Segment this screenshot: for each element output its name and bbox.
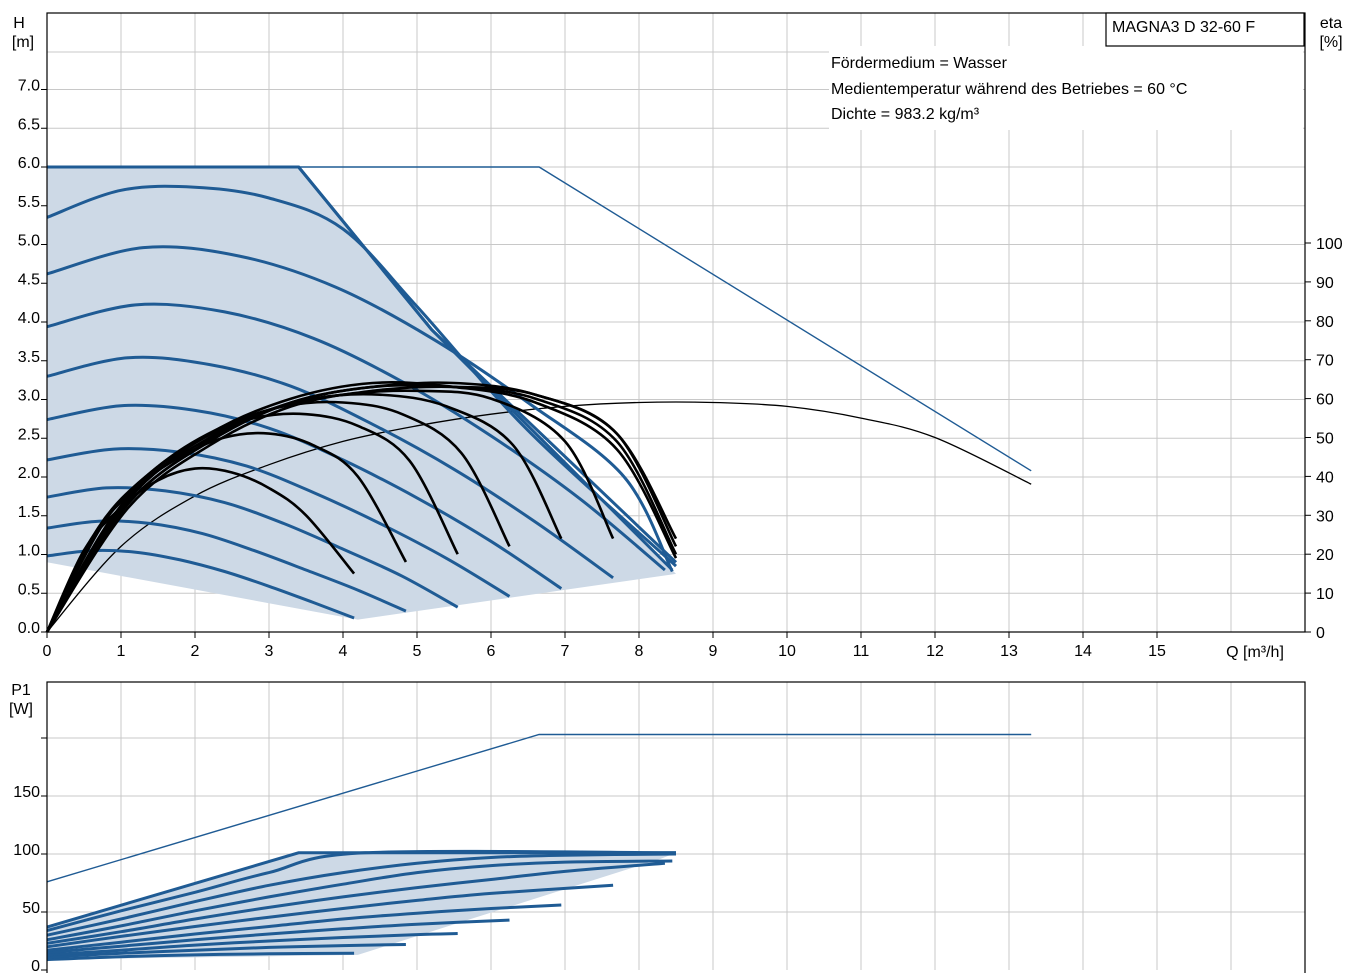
y-tick-label: 6.0 — [18, 155, 40, 172]
y2-tick-label: 100 — [1316, 236, 1343, 253]
x-tick-label: 15 — [1148, 643, 1166, 660]
y-tick-label: 2.5 — [18, 426, 40, 443]
head-curve-3 — [46, 486, 459, 609]
y-tick-label: 4.5 — [18, 271, 40, 288]
x-tick-label: 10 — [778, 643, 796, 660]
max-power-line — [46, 733, 1032, 883]
y-tick-label: 0.5 — [18, 581, 40, 598]
x-title-q: Q [m³/h] — [1226, 644, 1284, 661]
info-line-density: Dichte = 983.2 kg/m³ — [831, 106, 980, 123]
power-curve-9 — [46, 852, 677, 937]
bottom-chart-ticks: 0 50 100 150 — [13, 737, 47, 973]
x-tick-label: 5 — [413, 643, 422, 660]
efficiency-curve-10 — [45, 381, 678, 633]
bottom-chart-curves — [46, 733, 1032, 962]
y2-tick-label: 70 — [1316, 353, 1334, 370]
x-tick-label: 11 — [853, 643, 870, 660]
head-curve-6 — [46, 355, 614, 580]
y2-tick-label: 10 — [1316, 586, 1334, 603]
y2-tick-label: 40 — [1316, 469, 1334, 486]
y-tick-label: 2.0 — [18, 465, 40, 482]
y-tick-label: 3.5 — [18, 349, 40, 366]
power-curve-11 — [46, 851, 676, 929]
head-curve-7 — [46, 302, 666, 572]
info-line-medium: Fördermedium = Wasser — [831, 55, 1008, 72]
x-tick-label: 0 — [43, 643, 52, 660]
info-line-temperature: Medientemperatur während des Betriebes =… — [831, 81, 1187, 98]
y-tick-label: 1.5 — [18, 504, 40, 521]
x-tick-label: 6 — [487, 643, 496, 660]
y-tick-label: 4.0 — [18, 310, 40, 327]
power-curve-7 — [46, 861, 666, 945]
y-tick-label: 1.0 — [18, 543, 40, 560]
x-tick-label: 1 — [117, 643, 126, 660]
y-tick-label: 7.0 — [18, 78, 40, 95]
y2-tick-label: 90 — [1316, 275, 1334, 292]
head-curve-4 — [46, 447, 511, 598]
power-curve-8 — [46, 859, 673, 942]
power-curve-6 — [46, 883, 614, 949]
power-curve-1 — [46, 951, 355, 962]
info-box — [829, 46, 1303, 130]
y-title-p1-unit: [W] — [9, 701, 33, 718]
y2-tick-label: 0 — [1316, 625, 1325, 642]
y-tick-label: 5.0 — [18, 233, 40, 250]
top-chart-curves — [45, 165, 1032, 633]
y2-tick-label: 50 — [1316, 431, 1334, 448]
x-tick-label: 12 — [926, 643, 944, 660]
x-tick-label: 8 — [635, 643, 644, 660]
top-chart-ticks: 0 1 2 3 4 5 6 7 8 9 10 11 12 13 14 150.00.51.01.52.02.5… — [18, 78, 1343, 661]
head-curve-8 — [46, 245, 674, 573]
y2-tick-label: 30 — [1316, 508, 1334, 525]
y2-tick-label: 60 — [1316, 392, 1334, 409]
y-tick-label: 50 — [22, 900, 40, 917]
y-title-h: H — [13, 15, 25, 32]
head-curve-9 — [46, 184, 678, 568]
model-label: MAGNA3 D 32-60 F — [1112, 19, 1255, 36]
y2-tick-label: 20 — [1316, 547, 1334, 564]
y-tick-label: 5.5 — [18, 194, 40, 211]
power-curve-4 — [46, 918, 510, 955]
y2-title-eta-unit: [%] — [1319, 34, 1342, 51]
x-tick-label: 4 — [339, 643, 348, 660]
efficiency-curve-9 — [45, 383, 678, 633]
y-title-p1: P1 — [11, 682, 31, 699]
power-curve-3 — [46, 932, 458, 957]
x-tick-label: 14 — [1074, 643, 1092, 660]
x-tick-label: 3 — [265, 643, 274, 660]
model-label-box — [1105, 12, 1305, 47]
head-curve-11 — [47, 165, 674, 572]
x-tick-label: 13 — [1000, 643, 1018, 660]
x-tick-label: 7 — [561, 643, 570, 660]
y-tick-label: 0.0 — [18, 620, 40, 637]
y2-tick-label: 80 — [1316, 314, 1334, 331]
x-tick-label: 9 — [709, 643, 718, 660]
bottom-frame-rect — [46, 681, 1306, 973]
power-curve-5 — [46, 903, 562, 952]
y-tick-label: 100 — [13, 842, 40, 859]
y-tick-label: 0 — [31, 958, 40, 973]
y-tick-label: 3.0 — [18, 388, 40, 405]
y-tick-label: 150 — [13, 784, 40, 801]
y-title-h-unit: [m] — [12, 34, 34, 51]
y-tick-label: 6.5 — [18, 116, 40, 133]
x-tick-label: 2 — [191, 643, 200, 660]
bottom-chart-frame — [46, 681, 1306, 973]
power-curve-2 — [46, 943, 406, 959]
y2-title-eta: eta — [1320, 15, 1342, 32]
